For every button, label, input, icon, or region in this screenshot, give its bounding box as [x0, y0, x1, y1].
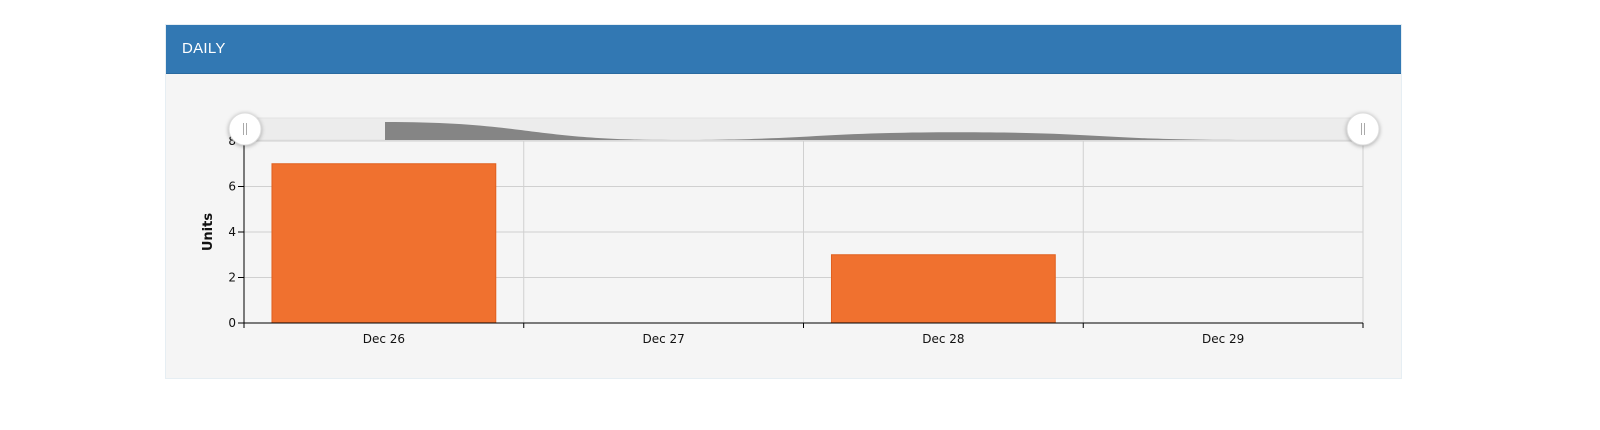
x-tick-label: Dec 27 — [642, 332, 684, 346]
y-tick-label: 8 — [228, 134, 236, 148]
x-tick-label: Dec 26 — [363, 332, 405, 346]
y-tick-label: 2 — [228, 271, 236, 285]
range-brush[interactable] — [255, 117, 1364, 141]
x-tick-label: Dec 28 — [922, 332, 964, 346]
panel-title: DAILY — [182, 40, 226, 57]
brush-handle-left[interactable] — [228, 112, 262, 146]
panel-header: DAILY — [166, 25, 1401, 74]
y-tick-label: 6 — [228, 180, 236, 194]
y-tick-label: 4 — [228, 225, 236, 239]
axes: 0 2 4 6 8 Dec 26 Dec 27 Dec 28 Dec 29 — [228, 134, 1364, 346]
brush-mini-area — [385, 122, 1245, 140]
x-tick-label: Dec 29 — [1202, 332, 1244, 346]
bars — [271, 163, 1056, 324]
y-axis-label: Units — [201, 213, 216, 251]
y-tick-label: 0 — [228, 316, 236, 330]
bar-dec-28 — [830, 254, 1056, 324]
brush-handle-right[interactable] — [1346, 112, 1380, 146]
bar-dec-26 — [271, 163, 497, 324]
